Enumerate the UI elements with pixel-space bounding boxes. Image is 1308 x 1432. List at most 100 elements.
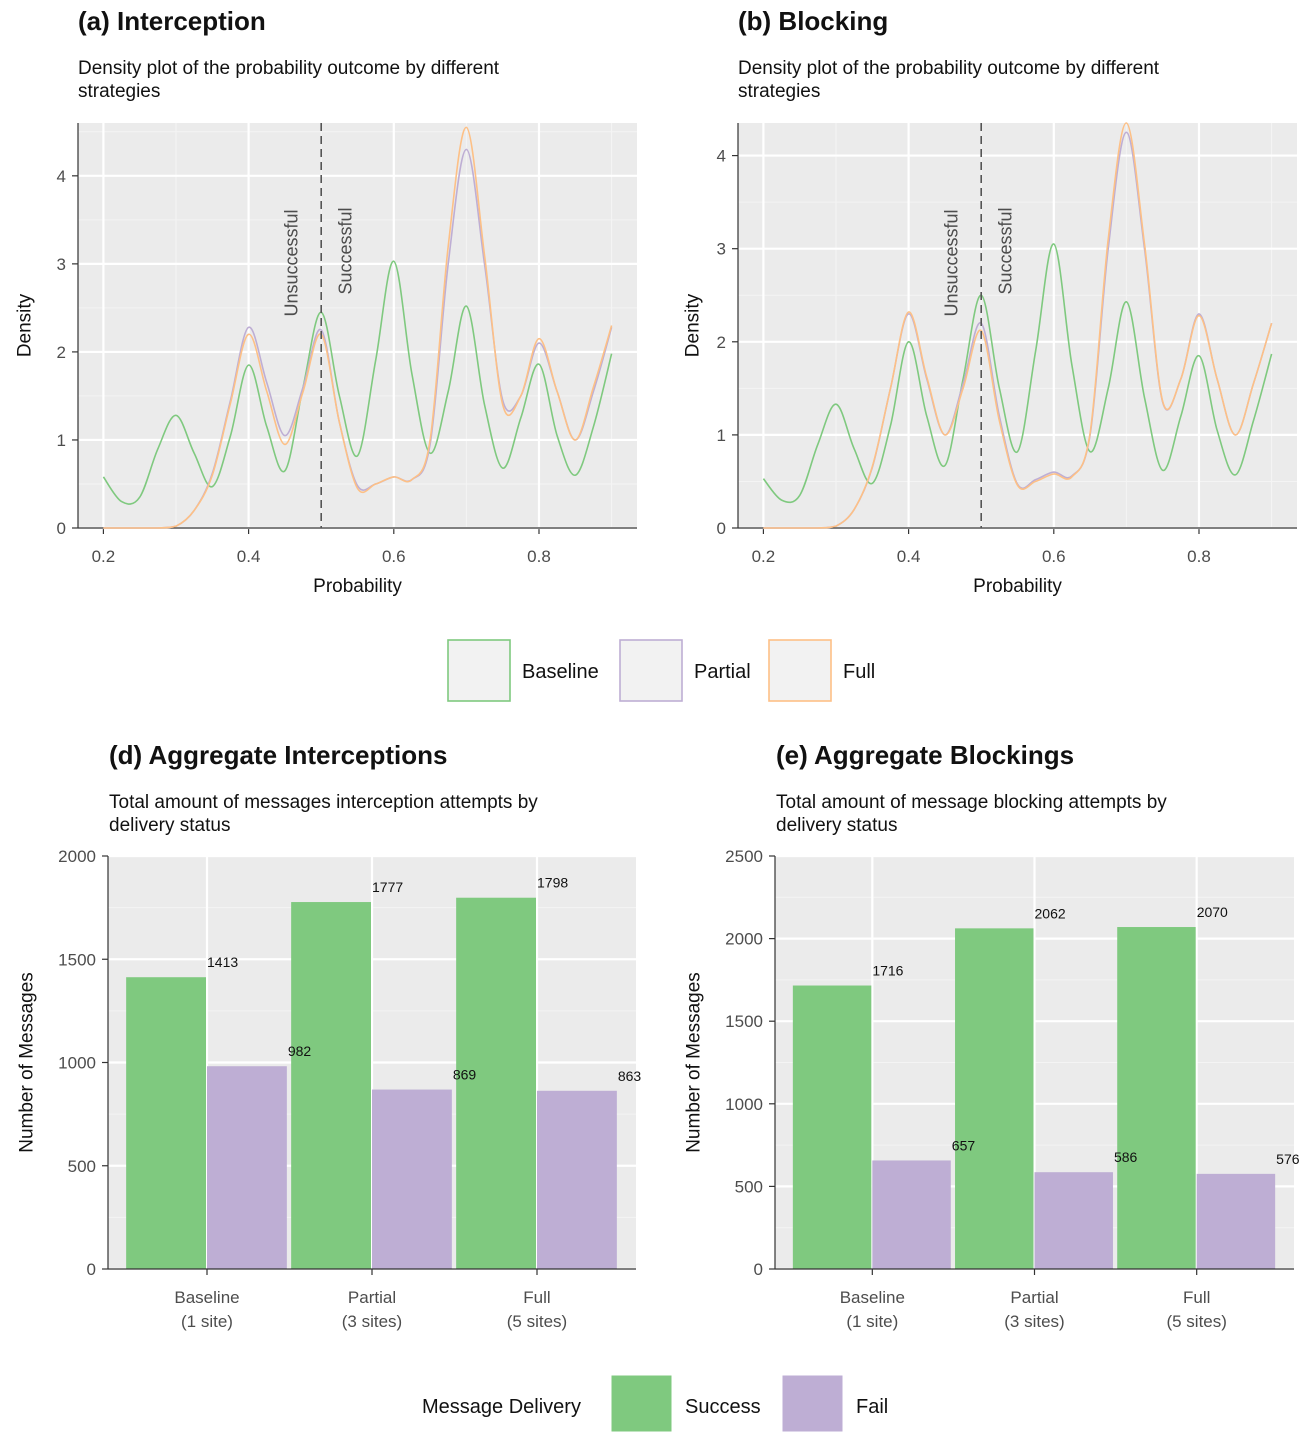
- y-tick-label: 2: [57, 343, 66, 362]
- legend-key-baseline: [447, 639, 511, 702]
- panel-title: (d) Aggregate Interceptions: [109, 740, 448, 770]
- bar-success: [955, 928, 1034, 1269]
- data-label-success: 2062: [1035, 905, 1066, 921]
- y-tick-label: 1500: [58, 950, 96, 969]
- y-tick-label: 0: [57, 519, 66, 538]
- data-label-fail: 982: [288, 1043, 312, 1059]
- legend-key-full: [768, 639, 832, 702]
- threshold-label-unsuccessful: Unsuccessful: [282, 209, 302, 316]
- plot-background: [78, 123, 637, 528]
- bar-success: [792, 985, 872, 1269]
- y-axis-label: Density: [683, 293, 704, 357]
- legend-key-fail: [781, 1374, 844, 1432]
- y-tick-label: 500: [735, 1177, 763, 1196]
- data-label-success: 2070: [1197, 904, 1228, 920]
- panel-subtitle: Density plot of the probability outcome …: [78, 58, 500, 79]
- legend-label: Fail: [856, 1396, 888, 1418]
- x-tick-label: 0.4: [897, 547, 921, 566]
- y-axis-label: Density: [15, 293, 36, 357]
- data-label-fail: 657: [952, 1137, 976, 1153]
- x-tick-label: (3 sites): [342, 1312, 402, 1331]
- legend-key-success: [610, 1374, 673, 1432]
- y-tick-label: 1000: [58, 1054, 96, 1073]
- x-tick-label: Partial: [348, 1288, 396, 1307]
- data-label-success: 1716: [872, 963, 903, 979]
- y-tick-label: 2000: [725, 930, 763, 949]
- y-tick-label: 2500: [725, 847, 763, 866]
- y-axis-label: Number of Messages: [684, 972, 705, 1153]
- x-tick-label: (5 sites): [1166, 1312, 1226, 1331]
- y-tick-label: 3: [717, 240, 726, 259]
- x-tick-label: Partial: [1010, 1288, 1058, 1307]
- legend-label: Full: [843, 661, 875, 683]
- y-tick-label: 4: [717, 147, 726, 166]
- series-line-baseline: [762, 243, 1273, 504]
- panel-subtitle: Density plot of the probability outcome …: [738, 58, 1160, 79]
- data-label-fail: 576: [1276, 1151, 1300, 1167]
- panel-subtitle: Total amount of messages interception at…: [109, 792, 538, 813]
- x-tick-label: Full: [523, 1288, 550, 1307]
- bar-success: [1117, 927, 1196, 1269]
- bar-panel: [102, 854, 636, 1275]
- x-tick-label: 0.6: [1042, 547, 1066, 566]
- bar-fail: [1034, 1172, 1113, 1269]
- legend-key-partial: [619, 639, 683, 702]
- y-tick-label: 1: [717, 426, 726, 445]
- bar-panel: [769, 854, 1294, 1275]
- x-tick-label: 0.2: [752, 547, 776, 566]
- y-tick-label: 0: [717, 519, 726, 538]
- x-tick-label: 0.8: [527, 547, 551, 566]
- x-tick-label: (5 sites): [507, 1312, 567, 1331]
- bar-success: [126, 977, 206, 1269]
- legend-label: Partial: [694, 661, 751, 683]
- x-tick-label: (3 sites): [1004, 1312, 1064, 1331]
- bar-fail: [537, 1090, 617, 1269]
- y-tick-label: 2: [717, 333, 726, 352]
- panel-subtitle: delivery status: [109, 815, 230, 836]
- x-tick-label: 0.2: [92, 547, 116, 566]
- x-tick-label: (1 site): [181, 1312, 233, 1331]
- x-tick-label: Full: [1183, 1288, 1210, 1307]
- data-label-fail: 869: [453, 1067, 477, 1083]
- y-tick-label: 2000: [58, 847, 96, 866]
- bar-success: [291, 902, 371, 1269]
- x-tick-label: (1 site): [846, 1312, 898, 1331]
- data-label-success: 1777: [372, 879, 403, 895]
- y-tick-label: 0: [87, 1260, 96, 1279]
- panel-subtitle: Total amount of message blocking attempt…: [776, 792, 1167, 813]
- y-tick-label: 4: [57, 167, 66, 186]
- panel-title: (b) Blocking: [738, 6, 888, 36]
- data-label-success: 1798: [537, 875, 568, 891]
- legend-title: Message Delivery: [422, 1396, 581, 1418]
- threshold-label-successful: Successful: [996, 207, 1016, 294]
- threshold-label-successful: Successful: [336, 207, 356, 294]
- panel-title: (a) Interception: [78, 6, 266, 36]
- density-panel: [732, 122, 1297, 534]
- y-axis-label: Number of Messages: [17, 972, 38, 1153]
- panel-subtitle: strategies: [738, 81, 820, 102]
- series-line-full: [763, 122, 1273, 529]
- x-tick-label: 0.4: [237, 547, 261, 566]
- panel-subtitle: strategies: [78, 81, 160, 102]
- x-tick-label: 0.6: [382, 547, 406, 566]
- x-tick-label: Baseline: [840, 1288, 905, 1307]
- series-line-baseline: [102, 260, 613, 505]
- series-line-full: [103, 126, 613, 529]
- x-tick-label: 0.8: [1187, 547, 1211, 566]
- y-tick-label: 500: [68, 1157, 96, 1176]
- bar-fail: [872, 1160, 951, 1269]
- y-tick-label: 1500: [725, 1012, 763, 1031]
- data-label-fail: 863: [618, 1068, 642, 1084]
- y-tick-label: 0: [754, 1260, 763, 1279]
- x-axis-label: Probability: [973, 576, 1062, 597]
- y-tick-label: 1: [57, 431, 66, 450]
- panel-title: (e) Aggregate Blockings: [776, 740, 1074, 770]
- threshold-label-unsuccessful: Unsuccessful: [942, 209, 962, 316]
- bar-fail: [207, 1066, 287, 1269]
- density-panel: [72, 123, 637, 534]
- data-label-fail: 586: [1114, 1149, 1138, 1165]
- legend-label: Success: [685, 1396, 761, 1418]
- bar-fail: [1196, 1173, 1276, 1269]
- x-tick-label: Baseline: [174, 1288, 239, 1307]
- data-label-success: 1413: [207, 954, 238, 970]
